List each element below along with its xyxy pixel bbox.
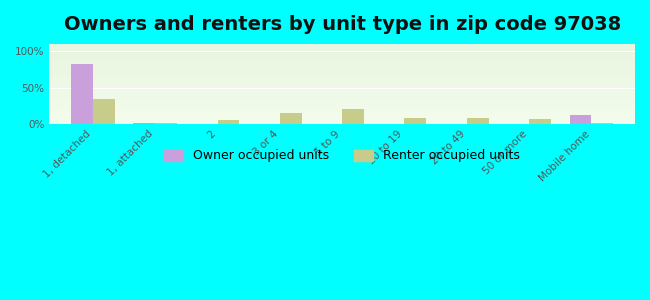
Bar	[218, 120, 239, 124]
Bar	[93, 98, 115, 124]
Bar	[467, 118, 489, 124]
Bar	[342, 110, 364, 124]
Bar	[155, 123, 177, 124]
Bar	[280, 113, 302, 124]
Bar	[592, 123, 613, 124]
Bar	[71, 64, 93, 124]
Bar	[569, 115, 592, 124]
Bar	[133, 123, 155, 124]
Legend: Owner occupied units, Renter occupied units: Owner occupied units, Renter occupied un…	[159, 145, 525, 167]
Bar	[404, 118, 426, 124]
Title: Owners and renters by unit type in zip code 97038: Owners and renters by unit type in zip c…	[64, 15, 621, 34]
Bar	[529, 119, 551, 124]
